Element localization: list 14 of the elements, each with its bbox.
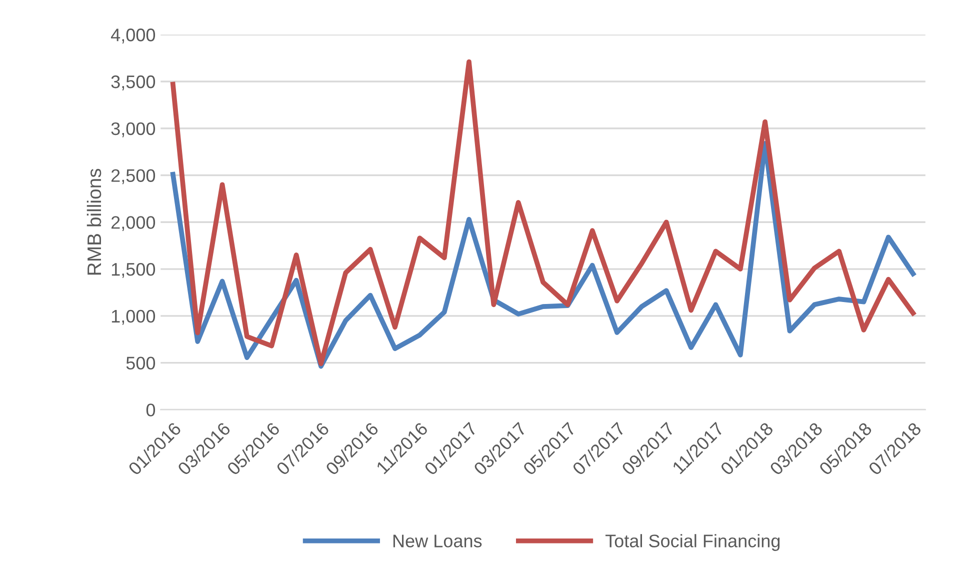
legend-label: New Loans	[393, 534, 482, 548]
line-series	[170, 59, 916, 366]
y-tick-label: 0	[146, 404, 156, 416]
legend-label: Total Social Financing	[605, 534, 780, 551]
y-tick-label: 3,000	[111, 122, 156, 138]
y-tick-label: 3,500	[111, 75, 156, 90]
y-tick-label: 2,000	[111, 216, 156, 231]
y-tick-label: 1,000	[112, 310, 156, 325]
y-axis-title: RMB billions	[86, 168, 102, 275]
line-series	[170, 140, 916, 369]
y-tick-label: 500	[126, 356, 156, 370]
y-tick-label: 1,500	[112, 262, 156, 278]
y-tick-label: 2,500	[111, 169, 156, 184]
y-tick-label: 4,000	[110, 28, 156, 44]
